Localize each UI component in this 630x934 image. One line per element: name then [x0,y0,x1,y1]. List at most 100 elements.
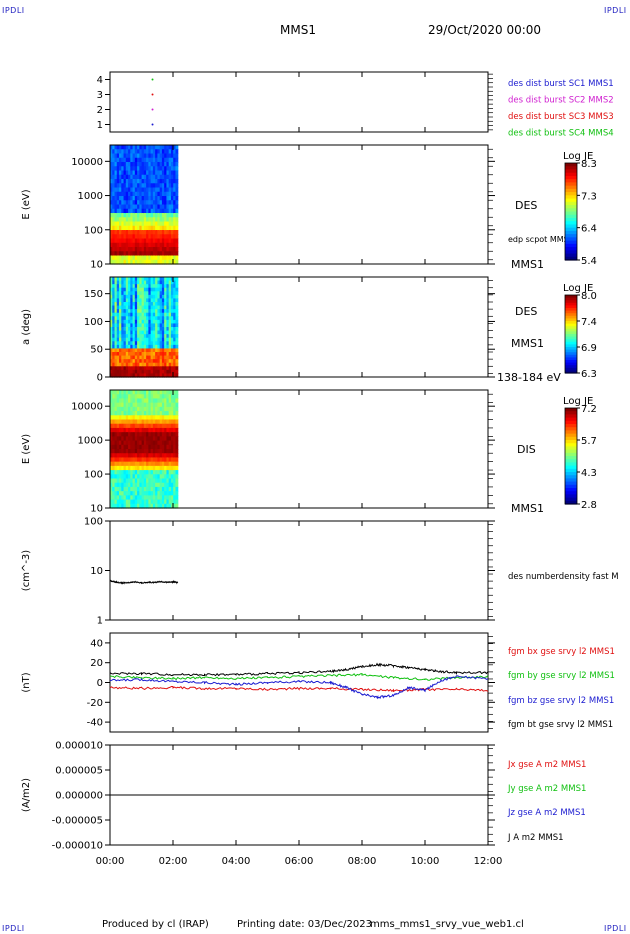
time-tick-label: 02:00 [159,856,188,867]
heatmap-cell [139,277,143,282]
heatmap-cell [159,221,163,227]
heatmap-cell [141,145,145,150]
heatmap-cell [114,277,118,282]
heatmap-cell [112,327,116,332]
colorbar-cell [565,484,577,489]
heatmap-cell [168,369,172,375]
heatmap-cell [137,394,140,400]
heatmap-cell [170,294,174,300]
heatmap-cell [130,495,134,501]
heatmap-cell [128,499,131,505]
heatmap-cell [114,465,118,471]
heatmap-cell [170,362,174,367]
heatmap-cell [110,432,113,437]
heatmap-cell [128,461,131,467]
heatmap-cell [123,145,127,150]
colorbar-cell [565,500,577,505]
heatmap-cell [119,149,122,155]
heatmap-cell [125,208,129,214]
heatmap-cell [168,247,172,252]
heatmap-cell [121,432,125,437]
heatmap-cell [170,157,174,163]
heatmap-cell [141,499,145,505]
heatmap-cell [146,495,149,501]
heatmap-cell [130,234,134,240]
heatmap-cell [152,217,156,223]
heatmap-cell [173,305,177,310]
heatmap-cell [170,495,174,501]
heatmap-cell [161,259,165,265]
heatmap-cell [166,234,170,240]
heatmap-cell [175,196,179,201]
heatmap-cell [155,348,159,353]
heatmap-cell [170,145,174,150]
heatmap-cell [150,238,154,244]
heatmap-cell [164,234,168,240]
heatmap-cell [132,330,136,335]
heatmap-cell [157,330,161,335]
heatmap-cell [141,319,145,325]
heatmap-cell [116,213,120,218]
heatmap-cell [155,352,159,357]
heatmap-cell [161,213,165,218]
heatmap-cell [130,327,134,332]
heatmap-cell [161,255,165,261]
heatmap-cell [175,491,179,496]
heatmap-cell [141,287,145,292]
colorbar-cell [565,318,577,322]
heatmap-cell [168,334,172,339]
colorbar-cell [565,478,577,483]
heatmap-cell [139,234,143,240]
heatmap-cell [175,302,179,307]
heatmap-cell [137,221,140,227]
heatmap-cell [130,277,134,282]
heatmap-cell [159,145,163,150]
heatmap-cell [173,411,177,416]
heatmap-cell [157,298,161,303]
heatmap-cell [139,280,143,285]
heatmap-cell [166,482,170,488]
heatmap-cell [168,411,172,416]
heatmap-cell [159,362,163,367]
heatmap-cell [125,348,129,353]
heatmap-cell [137,453,140,459]
heatmap-cell [130,200,134,206]
heatmap-cell [170,444,174,450]
heatmap-cell [155,217,159,223]
heatmap-cell [128,470,131,475]
heatmap-cell [170,208,174,214]
y-tick-label: 10 [90,566,103,577]
heatmap-cell [141,157,145,163]
heatmap-cell [114,419,118,425]
heatmap-cell [119,234,122,240]
fgm-legend: fgm bz gse srvy l2 MMS1 [508,696,614,706]
heatmap-cell [128,344,131,350]
heatmap-cell [150,183,154,189]
heatmap-cell [125,415,129,421]
heatmap-cell [175,213,179,218]
heatmap-cell [110,327,113,332]
heatmap-cell [157,398,161,404]
heatmap-cell [119,440,122,446]
heatmap-cell [143,482,147,488]
heatmap-cell [166,436,170,442]
y-tick-label: 150 [84,289,103,300]
heatmap-cell [134,157,138,163]
heatmap-cell [157,208,161,214]
heatmap-cell [137,162,140,167]
heatmap-cell [166,149,170,155]
heatmap-cell [125,436,129,442]
heatmap-cell [128,170,131,176]
heatmap-cell [161,436,165,442]
heatmap-cell [116,204,120,210]
heatmap-cell [173,373,177,378]
heatmap-cell [123,334,127,339]
heatmap-cell [143,470,147,475]
heatmap-cell [125,234,129,240]
heatmap-cell [114,309,118,314]
heatmap-cell [170,415,174,421]
heatmap-cell [148,423,152,429]
heatmap-cell [161,334,165,339]
heatmap-cell [128,280,131,285]
heatmap-cell [128,204,131,210]
